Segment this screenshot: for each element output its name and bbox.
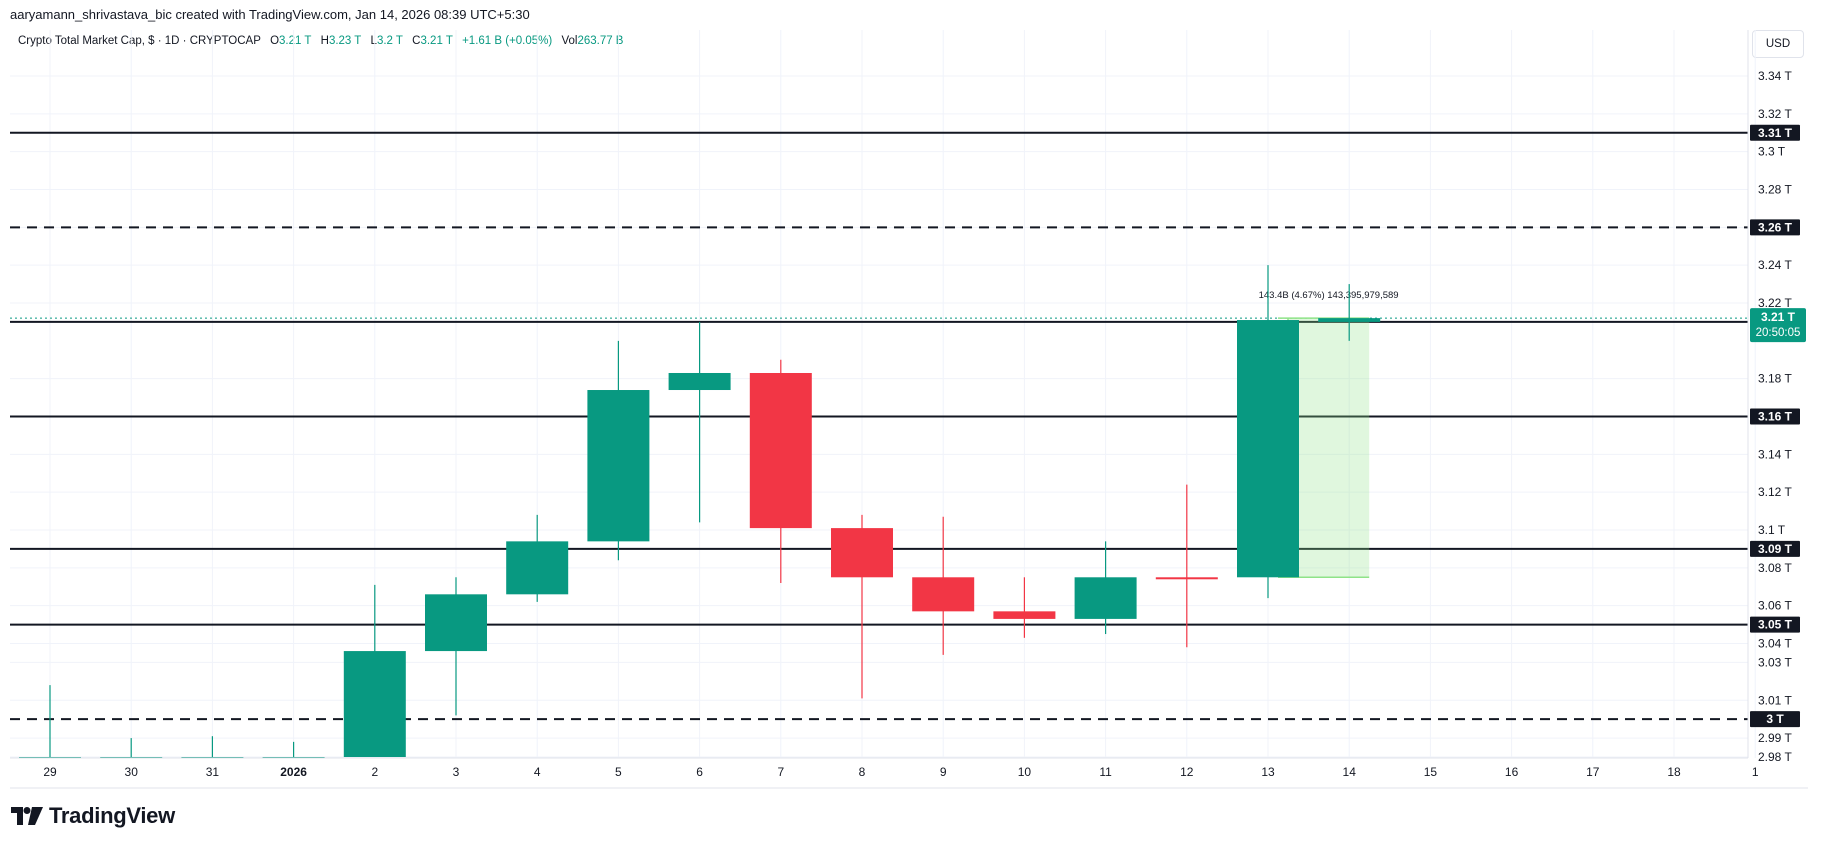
y-tick-label: 3.12 T [1758, 485, 1792, 499]
y-tick-label: 3.1 T [1758, 523, 1786, 537]
open-value: 3.21 T [279, 35, 312, 47]
candle-body [587, 390, 650, 542]
y-tick-label: 2.98 T [1758, 750, 1792, 764]
tradingview-footer: TradingView [11, 803, 175, 828]
tradingview-wordmark: TradingView [49, 803, 175, 828]
y-tick-label: 3.22 T [1758, 296, 1792, 310]
level-badge [1750, 540, 1800, 557]
x-tick-label: 29 [43, 765, 57, 779]
time-axis: 29 30 31 2026 2 3 4 5 6 7 8 9 10 11 12 13 14 15 16 17 18 1 [10, 757, 1808, 789]
measure-range-box [1288, 318, 1370, 578]
level-badge [1750, 711, 1800, 728]
y-tick-label: 3.01 T [1758, 693, 1792, 707]
candle-body [831, 528, 893, 578]
level-badge [1750, 219, 1800, 236]
level-badge [1750, 408, 1800, 425]
volume-value: 263.77 B [577, 35, 624, 47]
current-price-label: 3.21 T [1761, 310, 1796, 324]
open-label: O [270, 35, 280, 47]
candle-body [912, 577, 975, 612]
y-tick-label: 2.99 T [1758, 731, 1792, 745]
chart-caption: aaryamann_shrivastava_bic created with T… [10, 7, 530, 22]
x-tick-label: 2 [371, 765, 378, 779]
candle-body [749, 372, 812, 529]
level-badge-label: 3.31 T [1758, 126, 1793, 140]
x-tick-label: 6 [696, 765, 703, 779]
y-tick-label: 3.28 T [1758, 183, 1792, 197]
x-tick-label: 18 [1667, 765, 1681, 779]
candle-body [506, 541, 569, 595]
x-tick-label: 9 [940, 765, 947, 779]
low-label: L [370, 35, 377, 47]
level-badge-label: 3.26 T [1758, 220, 1793, 234]
candles [19, 265, 1381, 758]
symbol-legend[interactable]: Crypto Total Market Cap, $ · 1D · CRYPTO… [18, 35, 623, 47]
candle-body [343, 651, 406, 757]
x-tick-label: 3 [453, 765, 460, 779]
y-tick-label: 3.18 T [1758, 372, 1792, 386]
x-tick-label: 1 [1752, 765, 1759, 779]
level-badge [1750, 616, 1800, 633]
measure-label: 143.4B (4.67%) 143,395,979,589 [1259, 290, 1399, 301]
y-tick-label: 3.04 T [1758, 637, 1792, 651]
close-value: 3.21 T [420, 35, 453, 47]
candle-body [1237, 320, 1299, 578]
grid-lines [10, 30, 1756, 758]
level-badge [1750, 124, 1800, 141]
x-tick-label: 13 [1261, 765, 1275, 779]
x-tick-label: 2026 [280, 765, 307, 779]
level-badge-label: 3.05 T [1758, 618, 1793, 632]
y-tick-label: 3.32 T [1758, 107, 1792, 121]
y-tick-label: 3.08 T [1758, 561, 1792, 575]
countdown-label: 20:50:05 [1756, 327, 1801, 339]
x-tick-label: 8 [859, 765, 866, 779]
candle-body [1074, 577, 1137, 619]
high-value: 3.23 T [328, 35, 362, 47]
level-badge-label: 3.09 T [1758, 542, 1793, 556]
x-tick-label: 15 [1424, 765, 1438, 779]
price-badges: 3.31 T 3.26 T 3.21 T 3.16 T 3.09 T 3.05 T 3 T 3… [1750, 124, 1806, 728]
x-tick-label: 11 [1099, 765, 1112, 779]
y-tick-label: 3.14 T [1758, 447, 1792, 461]
y-tick-label: 3.24 T [1758, 258, 1792, 272]
current-price-badge [1750, 308, 1806, 343]
x-tick-label: 5 [615, 765, 622, 779]
x-tick-label: 12 [1180, 765, 1194, 779]
candlestick-chart[interactable]: 143.4B (4.67%) 143,395,979,589 3.34 T 3.3… [0, 0, 1825, 800]
candle-body [1155, 577, 1218, 580]
x-tick-label: 4 [534, 765, 541, 779]
change-value: +1.61 B (+0.05%) [462, 35, 553, 47]
close-label: C [412, 35, 421, 47]
y-tick-label: 3.34 T [1758, 69, 1792, 83]
volume-label: Vol [561, 35, 578, 47]
y-tick-label: 3.06 T [1758, 599, 1792, 613]
low-value: 3.2 T [376, 35, 403, 47]
x-tick-label: 14 [1343, 765, 1357, 779]
candle-body [993, 611, 1056, 619]
symbol-name[interactable]: Crypto Total Market Cap, $ · 1D · CRYPTO… [18, 35, 261, 47]
x-tick-label: 10 [1018, 765, 1032, 779]
high-label: H [320, 35, 329, 47]
y-tick-label: 3.3 T [1758, 145, 1786, 159]
candle-body [425, 594, 487, 652]
x-tick-label: 31 [206, 765, 220, 779]
measure-tool: 143.4B (4.67%) 143,395,979,589 [1259, 290, 1399, 579]
level-badge-label: 3 T [1766, 712, 1784, 726]
candle-body [1318, 318, 1381, 322]
currency-button[interactable]: USD [1752, 30, 1804, 58]
horizontal-levels [10, 131, 1748, 721]
x-tick-label: 17 [1586, 765, 1600, 779]
level-badge-label: 3.16 T [1758, 410, 1793, 424]
tradingview-logo-icon [11, 807, 43, 825]
y-tick-label: 3.03 T [1758, 655, 1792, 669]
x-tick-label: 16 [1505, 765, 1519, 779]
x-tick-label: 30 [125, 765, 139, 779]
x-tick-label: 7 [777, 765, 784, 779]
candle-body [668, 372, 731, 391]
